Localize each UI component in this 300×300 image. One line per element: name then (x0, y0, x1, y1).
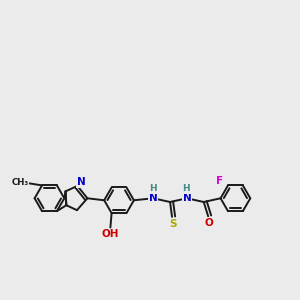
Text: N: N (77, 177, 85, 187)
Text: OH: OH (102, 230, 119, 239)
Text: O: O (205, 218, 214, 228)
Text: N: N (182, 193, 191, 203)
Text: F: F (216, 176, 223, 186)
Text: CH₃: CH₃ (11, 178, 28, 188)
Text: H: H (183, 184, 190, 193)
Text: S: S (169, 219, 176, 229)
Text: H: H (149, 184, 157, 193)
Text: N: N (149, 193, 158, 203)
